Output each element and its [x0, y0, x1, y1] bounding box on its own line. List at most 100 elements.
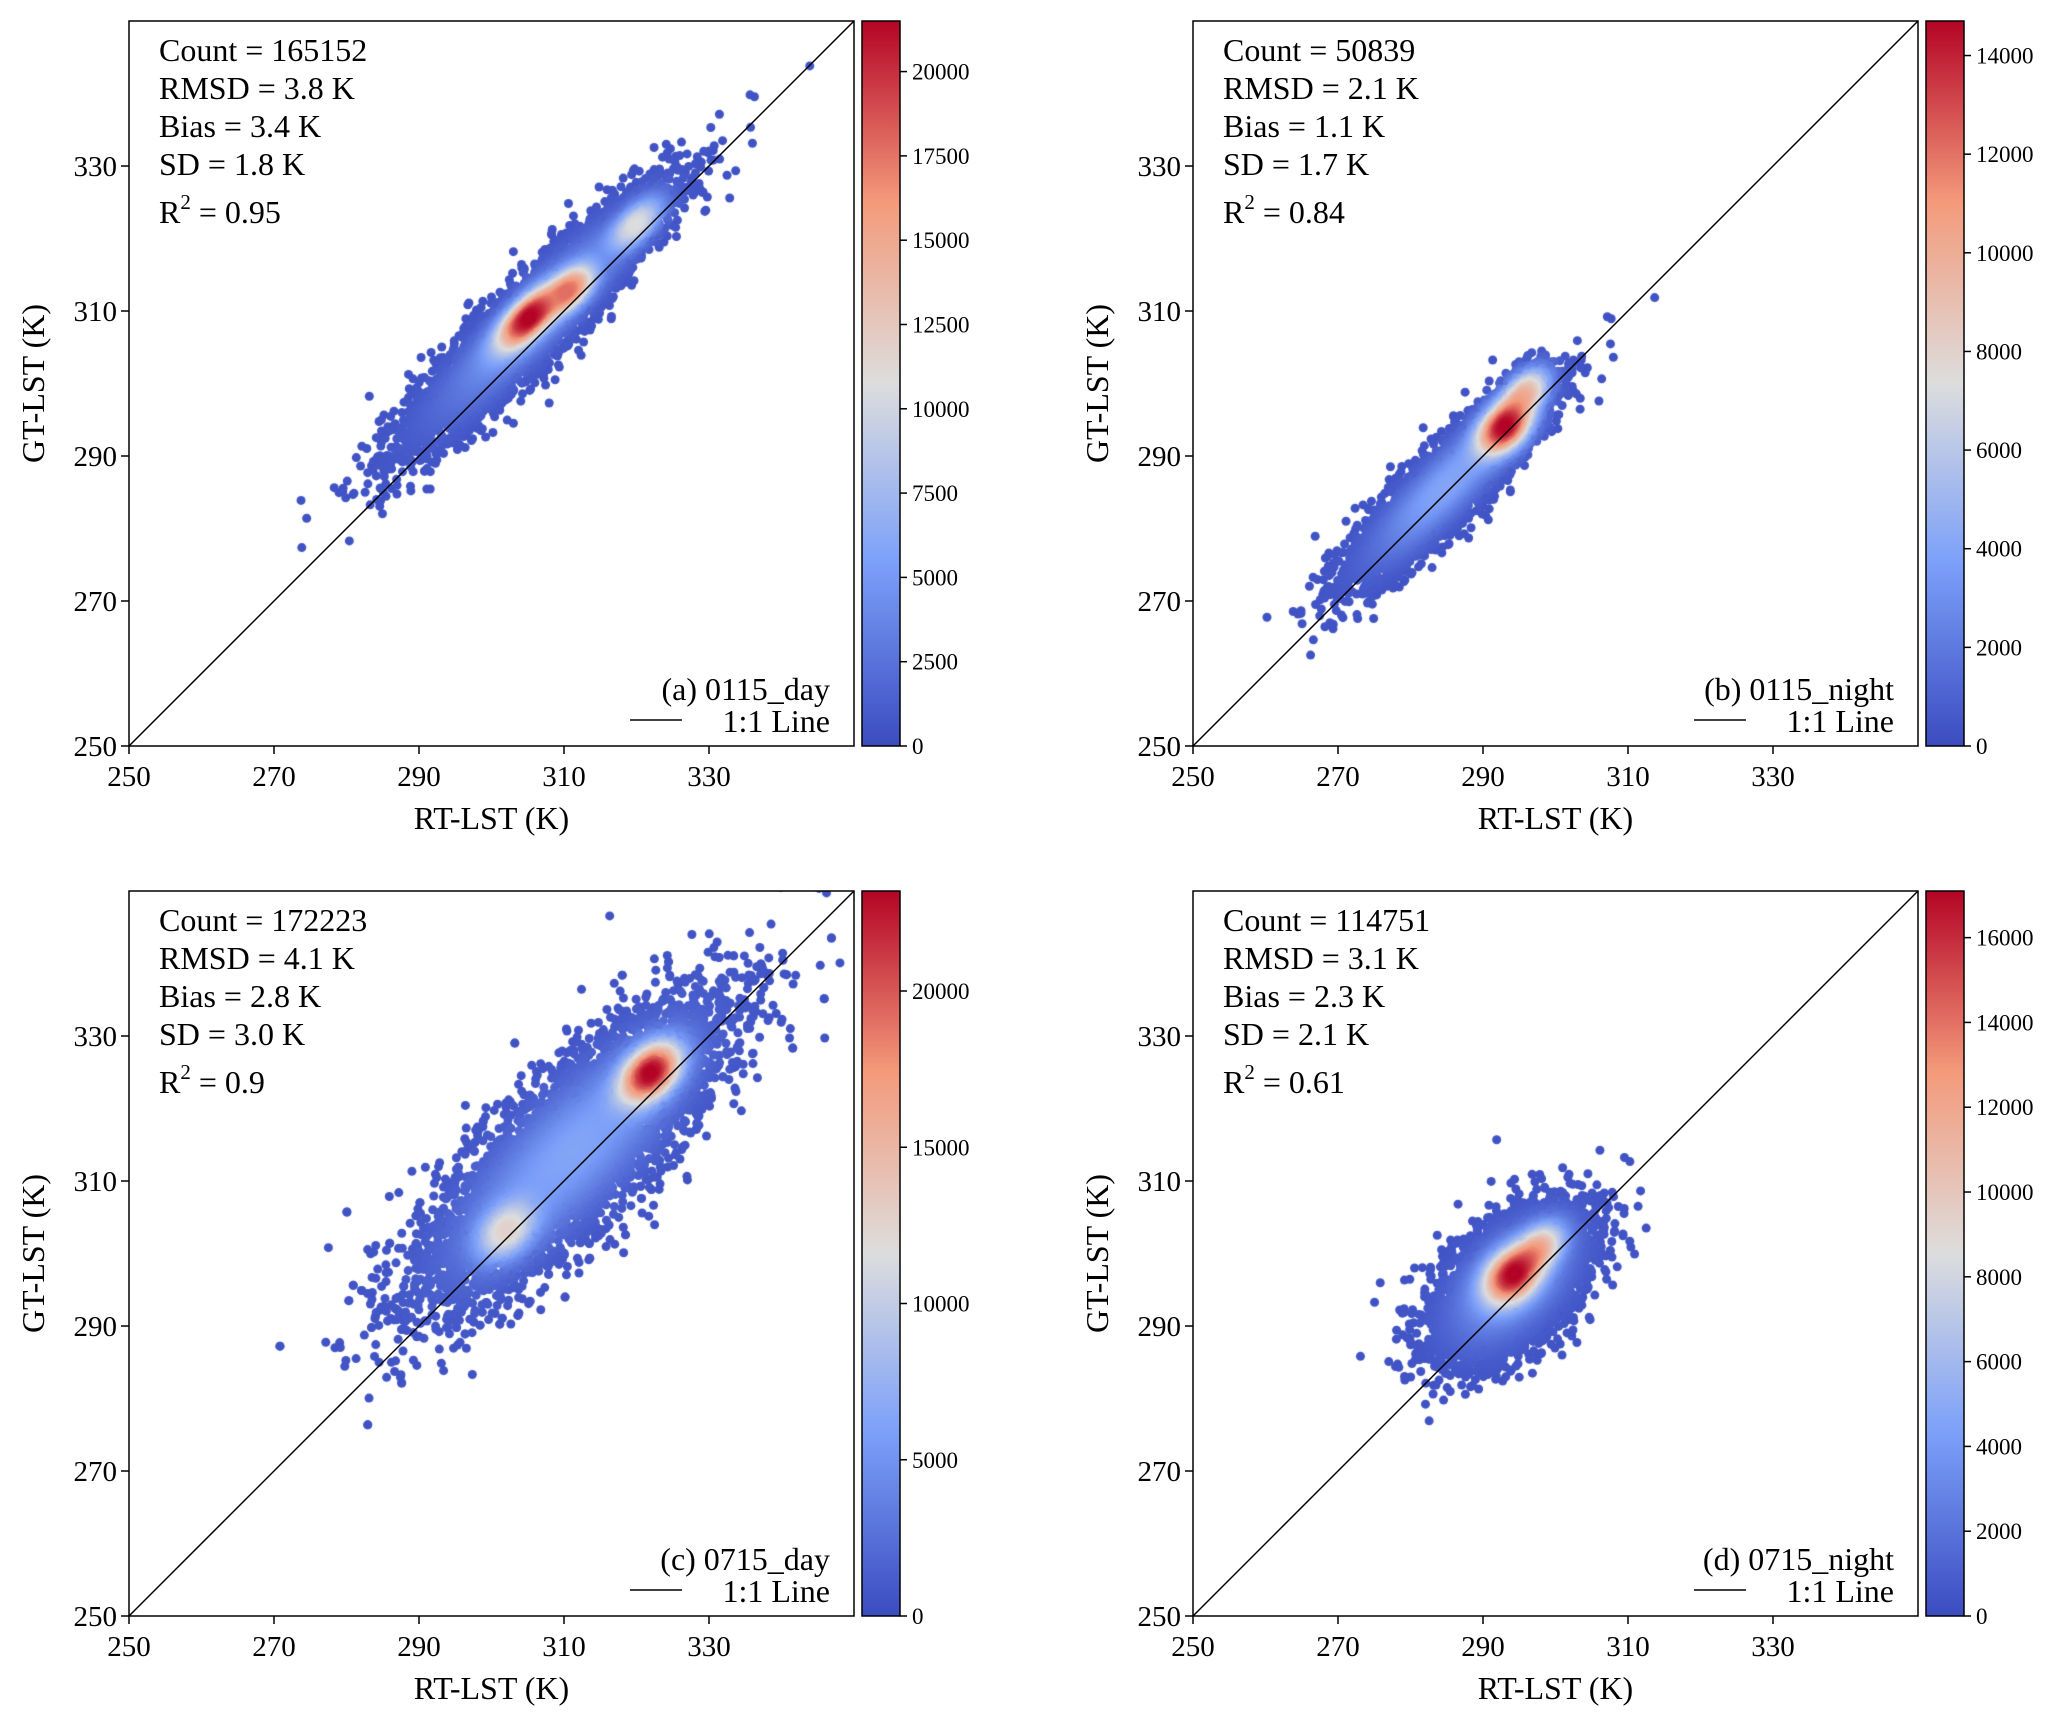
- colorbar: [1925, 890, 1965, 1617]
- stat-sd: SD = 1.7 K: [1223, 146, 1369, 182]
- legend-line-label: 1:1 Line: [1786, 703, 1894, 739]
- stat-count: Count = 165152: [159, 32, 367, 68]
- colorbar-tick-label: 12500: [912, 312, 970, 337]
- stat-bias: Bias = 2.8 K: [159, 978, 321, 1014]
- stat-sd: SD = 1.8 K: [159, 146, 305, 182]
- stat-rmsd: RMSD = 3.1 K: [1223, 940, 1419, 976]
- x-tick-label: 290: [397, 761, 441, 793]
- colorbar: [1925, 20, 1965, 747]
- stat-rmsd: RMSD = 3.8 K: [159, 70, 355, 106]
- colorbar-tick-label: 16000: [1976, 926, 2034, 951]
- panel-d: 250 270 290 310 330 250 270 290 310 330 RT-LST (K)…: [1079, 890, 2034, 1706]
- r2-symbol: R: [1223, 194, 1245, 230]
- colorbar-tick-label: 8000: [1976, 1265, 2022, 1290]
- y-tick-label: 310: [1138, 1166, 1182, 1198]
- stat-sd: SD = 3.0 K: [159, 1016, 305, 1052]
- stat-r2: R2 = 0.84: [1223, 190, 1345, 230]
- legend-line-label: 1:1 Line: [722, 703, 830, 739]
- stat-count: Count = 50839: [1223, 32, 1415, 68]
- one-to-one-line: [1192, 20, 1919, 747]
- colorbar-tick-label: 4000: [1976, 1434, 2022, 1459]
- colorbar-tick-label: 14000: [1976, 44, 2034, 69]
- panel-b: 250 270 290 310 330 250 270 290 310 330 RT-LST (K)…: [1079, 20, 2034, 836]
- x-tick-label: 330: [1751, 1631, 1795, 1663]
- colorbar-tick-label: 14000: [1976, 1010, 2034, 1035]
- colorbar-tick-label: 6000: [1976, 438, 2022, 463]
- stat-bias: Bias = 2.3 K: [1223, 978, 1385, 1014]
- r2-symbol: R: [1223, 1064, 1245, 1100]
- stat-r2: R2 = 0.61: [1223, 1060, 1345, 1100]
- x-tick-label: 250: [107, 761, 151, 793]
- y-tick-label: 250: [74, 1601, 118, 1633]
- axes-frame: [1192, 890, 1919, 1617]
- x-tick-label: 310: [542, 1631, 586, 1663]
- y-tick-label: 270: [1138, 1456, 1182, 1488]
- x-tick-label: 290: [397, 1631, 441, 1663]
- one-to-one-line: [1192, 890, 1919, 1617]
- axes-frame: [128, 890, 855, 1617]
- stat-rmsd: RMSD = 4.1 K: [159, 940, 355, 976]
- x-tick-label: 270: [252, 761, 296, 793]
- y-tick-label: 250: [1138, 731, 1182, 763]
- panel-label: (c) 0715_day: [660, 1541, 830, 1577]
- r2-value: = 0.9: [191, 1064, 265, 1100]
- r2-value: = 0.84: [1255, 194, 1345, 230]
- y-axis-label: GT-LST (K): [1079, 1174, 1115, 1333]
- x-tick-label: 310: [1606, 1631, 1650, 1663]
- y-tick-label: 330: [1138, 1021, 1182, 1053]
- x-tick-label: 330: [687, 761, 731, 793]
- y-tick-label: 310: [74, 296, 118, 328]
- y-tick-label: 330: [74, 151, 118, 183]
- r2-exponent: 2: [180, 1060, 191, 1084]
- y-tick-label: 290: [1138, 1311, 1182, 1343]
- y-tick-label: 310: [1138, 296, 1182, 328]
- r2-value: = 0.61: [1255, 1064, 1345, 1100]
- panel-label: (b) 0115_night: [1704, 671, 1894, 707]
- colorbar-tick-label: 0: [912, 1604, 924, 1629]
- colorbar-tick-label: 2000: [1976, 1519, 2022, 1544]
- panel-a: 250 270 290 310 330 250 270 290 310 330 RT-LST (K)…: [15, 20, 970, 836]
- colorbar-tick-label: 10000: [912, 397, 970, 422]
- colorbar-tick-label: 8000: [1976, 339, 2022, 364]
- colorbar-tick-label: 15000: [912, 1135, 970, 1160]
- colorbar-tick-label: 20000: [912, 979, 970, 1004]
- y-tick-label: 250: [74, 731, 118, 763]
- colorbar-tick-label: 2000: [1976, 635, 2022, 660]
- colorbar-tick-label: 20000: [912, 60, 970, 85]
- x-tick-label: 270: [1316, 1631, 1360, 1663]
- colorbar-tick-label: 17500: [912, 144, 970, 169]
- y-tick-label: 270: [1138, 586, 1182, 618]
- colorbar-tick-label: 7500: [912, 481, 958, 506]
- colorbar-tick-label: 5000: [912, 565, 958, 590]
- colorbar-tick-label: 0: [1976, 734, 1988, 759]
- x-tick-label: 290: [1461, 761, 1505, 793]
- panel-label: (a) 0115_day: [661, 671, 830, 707]
- stat-r2: R2 = 0.95: [159, 190, 281, 230]
- stat-r2: R2 = 0.9: [159, 1060, 265, 1100]
- y-tick-label: 290: [74, 441, 118, 473]
- colorbar-tick-label: 15000: [912, 228, 970, 253]
- y-tick-label: 310: [74, 1166, 118, 1198]
- stat-bias: Bias = 3.4 K: [159, 108, 321, 144]
- colorbar-tick-label: 12000: [1976, 1095, 2034, 1120]
- panel-c: 250 270 290 310 330 250 270 290 310 330 RT-LST (K)…: [15, 890, 970, 1706]
- axes-frame: [128, 20, 855, 747]
- x-axis-label: RT-LST (K): [414, 1670, 569, 1706]
- x-tick-label: 310: [1606, 761, 1650, 793]
- y-tick-label: 290: [1138, 441, 1182, 473]
- r2-exponent: 2: [1244, 190, 1255, 214]
- x-axis-label: RT-LST (K): [1478, 1670, 1633, 1706]
- colorbar-tick-label: 10000: [1976, 241, 2034, 266]
- r2-exponent: 2: [180, 190, 191, 214]
- x-tick-label: 250: [1171, 1631, 1215, 1663]
- stat-bias: Bias = 1.1 K: [1223, 108, 1385, 144]
- y-tick-label: 330: [74, 1021, 118, 1053]
- colorbar: [861, 20, 901, 747]
- colorbar-tick-label: 0: [912, 734, 924, 759]
- x-tick-label: 250: [107, 1631, 151, 1663]
- one-to-one-line: [128, 20, 855, 747]
- axes-frame: [1192, 20, 1919, 747]
